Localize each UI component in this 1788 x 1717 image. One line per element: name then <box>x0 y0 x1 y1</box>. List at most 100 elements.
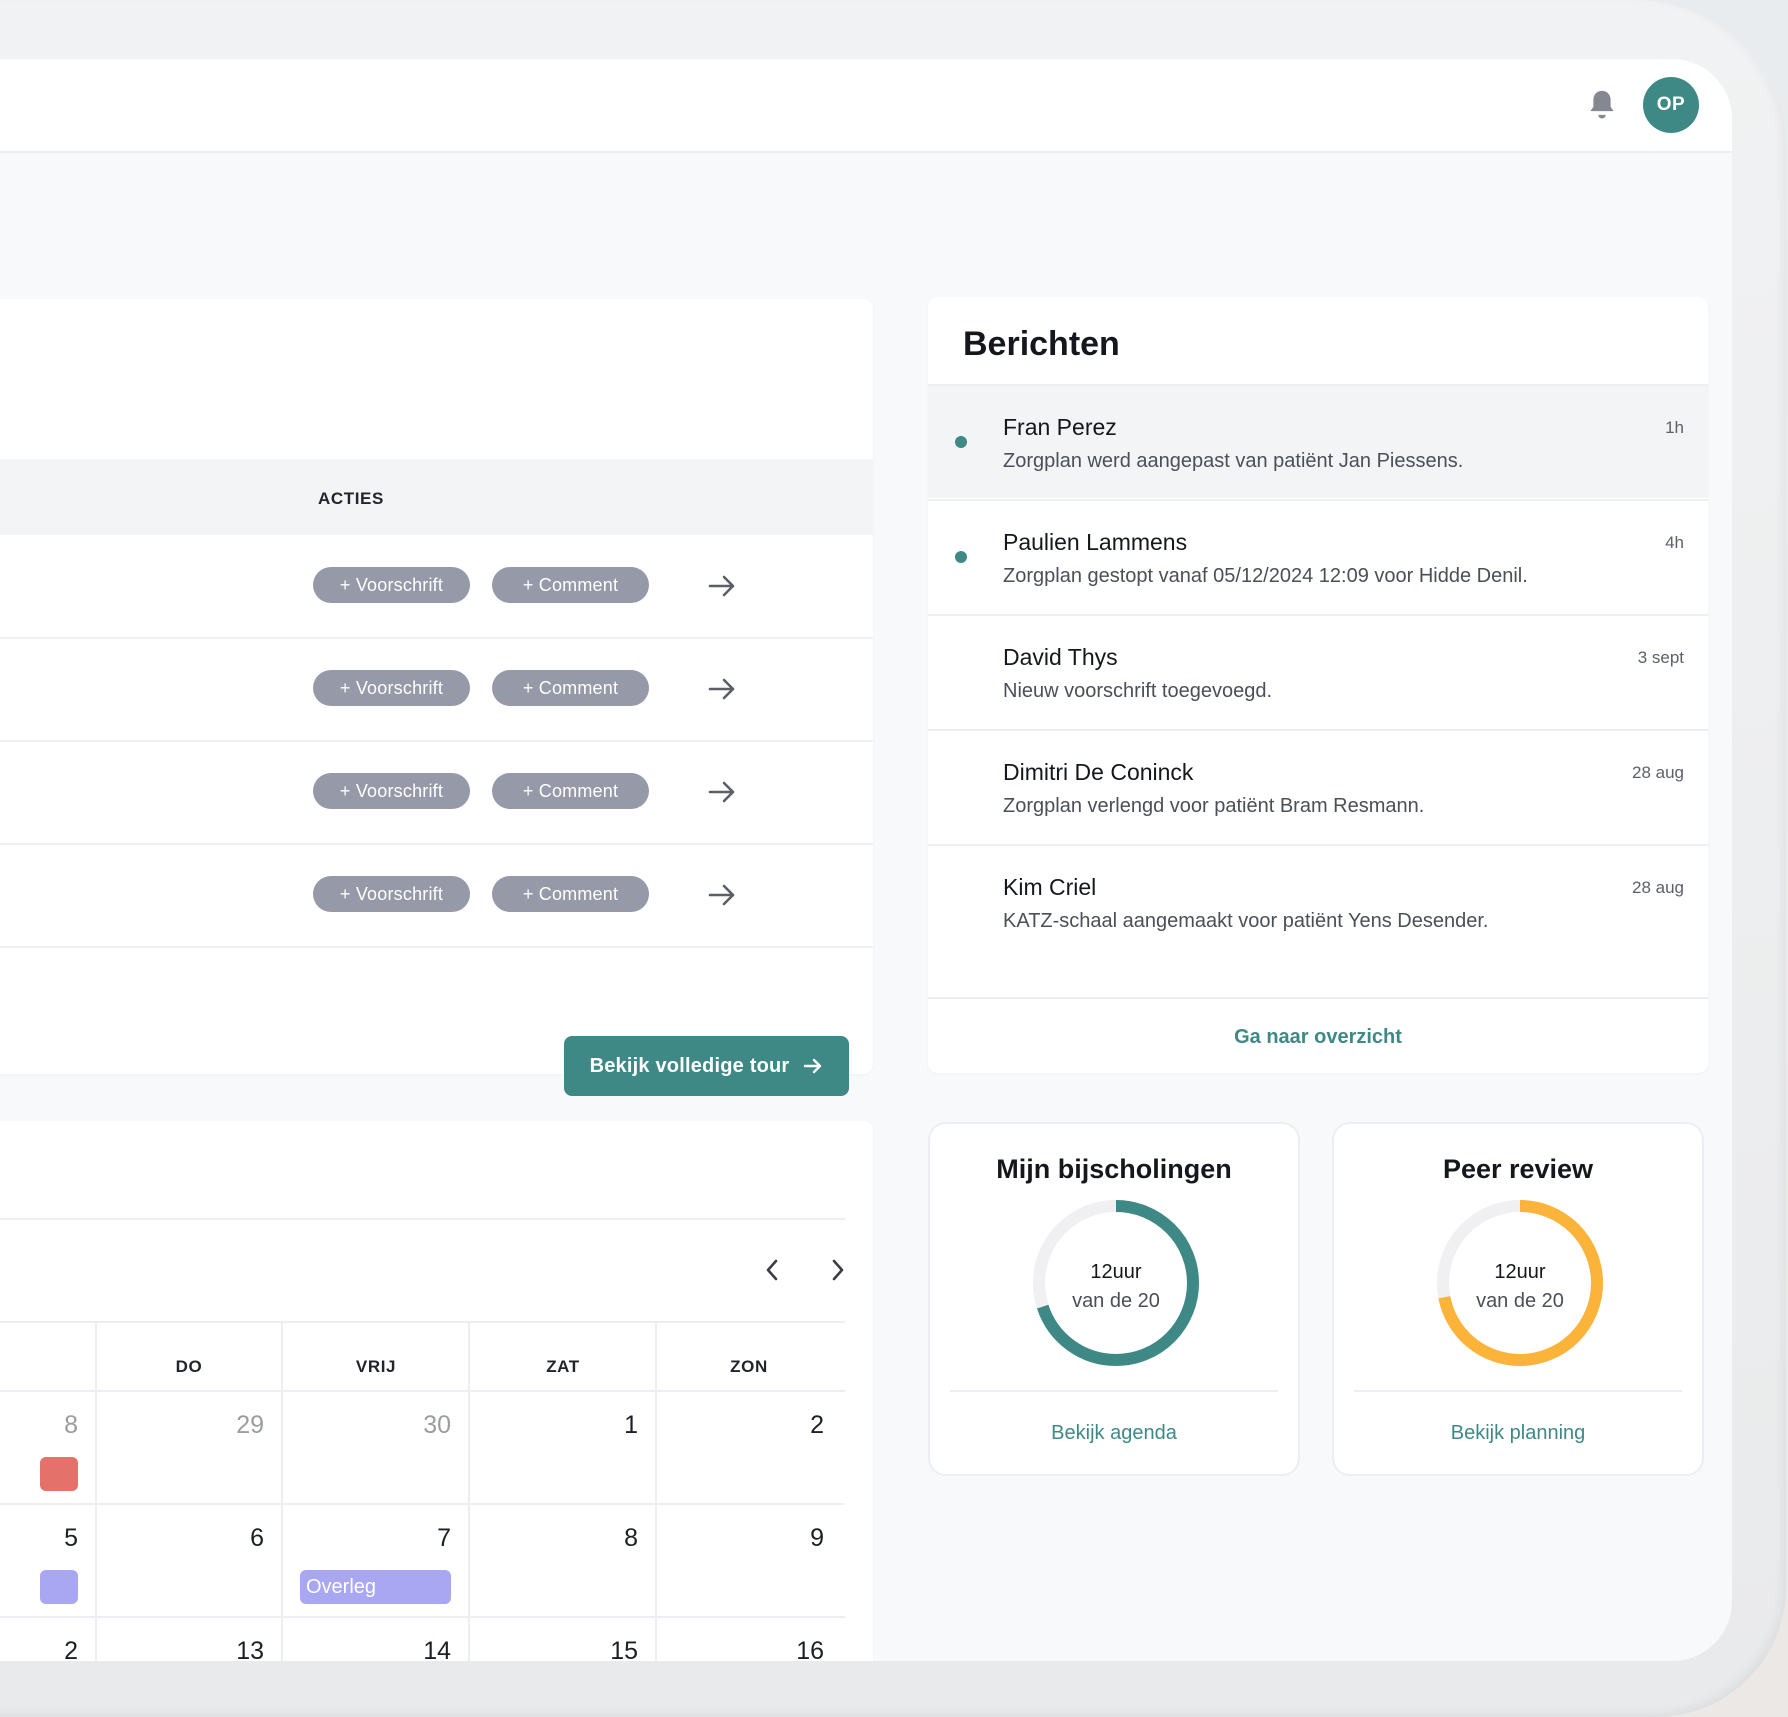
view-agenda-link[interactable]: Bekijk agenda <box>1051 1422 1177 1444</box>
bijscholingen-card: Mijn bijscholingen 12uur van de 20 Bekij… <box>928 1122 1300 1476</box>
message-time: 3 sept <box>1637 648 1684 667</box>
messages-title: Berichten <box>963 325 1120 363</box>
weekday-header: ZAT <box>546 1357 580 1376</box>
message-time: 1h <box>1665 418 1684 437</box>
message-sender: Paulien Lammens <box>1003 529 1188 555</box>
arrow-right-icon[interactable] <box>707 571 737 601</box>
message-text: Zorgplan werd aangepast van patiënt Jan … <box>1003 450 1464 472</box>
divider <box>0 1616 845 1618</box>
calendar-day[interactable]: 7 <box>437 1524 451 1552</box>
calendar-day[interactable]: 30 <box>423 1411 451 1439</box>
avatar[interactable]: OP <box>1643 77 1699 133</box>
calendar-day[interactable]: 8 <box>624 1524 638 1552</box>
weekday-header: DO <box>175 1357 203 1376</box>
messages-card: Berichten Fran Perez Zorgplan werd aange… <box>928 297 1708 1073</box>
peer-review-card: Peer review 12uur van de 20 Bekijk plann… <box>1332 1122 1704 1476</box>
calendar-day[interactable]: 15 <box>610 1637 638 1661</box>
bijscholingen-value: 12uur <box>1090 1261 1142 1283</box>
message-text: Zorgplan gestopt vanaf 05/12/2024 12:09 … <box>1003 565 1528 587</box>
view-full-tour-button[interactable]: Bekijk volledige tour <box>564 1036 849 1096</box>
peer-review-total: van de 20 <box>1476 1290 1564 1312</box>
top-bar: OP <box>0 59 1732 153</box>
bijscholingen-progress-ring <box>1033 1200 1199 1366</box>
add-voorschrift-button[interactable]: + Voorschrift <box>313 567 470 603</box>
calendar-day[interactable]: 2 <box>810 1411 824 1439</box>
divider <box>1354 1390 1682 1392</box>
bell-icon[interactable] <box>1587 89 1617 121</box>
message-text: Zorgplan verlengd voor patiënt Bram Resm… <box>1003 795 1425 817</box>
peer-review-value: 12uur <box>1494 1261 1546 1283</box>
acties-column-header: ACTIES <box>318 489 384 508</box>
message-item[interactable]: Fran Perez Zorgplan werd aangepast van p… <box>928 384 1708 498</box>
calendar-day[interactable]: 9 <box>810 1524 824 1552</box>
arrow-right-icon[interactable] <box>707 880 737 910</box>
unread-dot <box>955 551 967 563</box>
calendar-day[interactable]: 2 <box>64 1637 78 1661</box>
calendar-day[interactable]: 5 <box>64 1524 78 1552</box>
add-voorschrift-button[interactable]: + Voorschrift <box>313 773 470 809</box>
message-sender: Dimitri De Coninck <box>1003 759 1194 785</box>
calendar-day[interactable]: 29 <box>236 1411 264 1439</box>
chevron-left-icon[interactable] <box>762 1257 782 1283</box>
calendar-event[interactable] <box>40 1457 78 1491</box>
calendar-card: DO VRIJ ZAT ZON 8 29 30 1 2 5 6 7 8 9 Ov… <box>0 1121 873 1661</box>
peer-review-progress-ring <box>1437 1200 1603 1366</box>
divider <box>950 1390 1278 1392</box>
bijscholingen-title: Mijn bijscholingen <box>996 1154 1232 1184</box>
divider <box>468 1321 470 1661</box>
calendar-day[interactable]: 8 <box>64 1411 78 1439</box>
unread-dot <box>955 436 967 448</box>
divider <box>95 1321 97 1661</box>
calendar-day[interactable]: 1 <box>624 1411 638 1439</box>
table-row: + Voorschrift + Comment <box>0 844 873 948</box>
message-sender: Fran Perez <box>1003 414 1117 440</box>
go-to-overview-link[interactable]: Ga naar overzicht <box>928 997 1708 1075</box>
view-full-tour-label: Bekijk volledige tour <box>589 1054 790 1077</box>
divider <box>0 1321 845 1323</box>
add-comment-button[interactable]: + Comment <box>492 773 649 809</box>
message-sender: Kim Criel <box>1003 874 1097 900</box>
message-sender: David Thys <box>1003 644 1118 670</box>
calendar-day[interactable]: 16 <box>796 1637 824 1661</box>
message-text: KATZ-schaal aangemaakt voor patiënt Yens… <box>1003 910 1489 932</box>
message-time: 28 aug <box>1632 763 1684 782</box>
arrow-right-icon[interactable] <box>707 674 737 704</box>
divider <box>0 1503 845 1505</box>
add-voorschrift-button[interactable]: + Voorschrift <box>313 876 470 912</box>
calendar-event[interactable] <box>40 1570 78 1604</box>
message-item[interactable]: Dimitri De Coninck Zorgplan verlengd voo… <box>928 729 1708 843</box>
arrow-right-icon <box>804 1058 822 1074</box>
message-item[interactable]: Kim Criel KATZ-schaal aangemaakt voor pa… <box>928 844 1708 958</box>
message-time: 4h <box>1665 533 1684 552</box>
table-row: + Voorschrift + Comment <box>0 638 873 742</box>
divider <box>655 1321 657 1661</box>
calendar-day[interactable]: 6 <box>250 1524 264 1552</box>
calendar-event-overleg[interactable]: Overleg <box>300 1570 451 1604</box>
divider <box>281 1321 283 1661</box>
message-text: Nieuw voorschrift toegevoegd. <box>1003 680 1273 702</box>
table-header: ACTIES <box>0 459 873 535</box>
arrow-right-icon[interactable] <box>707 777 737 807</box>
divider <box>0 1218 845 1220</box>
peer-review-title: Peer review <box>1442 1154 1594 1184</box>
add-comment-button[interactable]: + Comment <box>492 876 649 912</box>
bijscholingen-ring-label: 12uur van de 20 <box>1031 1261 1201 1313</box>
add-voorschrift-button[interactable]: + Voorschrift <box>313 670 470 706</box>
message-time: 28 aug <box>1632 878 1684 897</box>
bijscholingen-total: van de 20 <box>1072 1290 1160 1312</box>
message-item[interactable]: Paulien Lammens Zorgplan gestopt vanaf 0… <box>928 499 1708 613</box>
peer-review-ring-label: 12uur van de 20 <box>1435 1261 1605 1313</box>
add-comment-button[interactable]: + Comment <box>492 567 649 603</box>
weekday-header: ZON <box>730 1357 768 1376</box>
divider <box>0 1390 845 1392</box>
calendar-day[interactable]: 14 <box>423 1637 451 1661</box>
table-row: + Voorschrift + Comment <box>0 741 873 845</box>
app-screen: OP ACTIES + Voorschrift + Comment + Voor… <box>0 59 1732 1661</box>
view-planning-link[interactable]: Bekijk planning <box>1450 1422 1586 1444</box>
add-comment-button[interactable]: + Comment <box>492 670 649 706</box>
calendar-day[interactable]: 13 <box>236 1637 264 1661</box>
table-row: + Voorschrift + Comment <box>0 535 873 639</box>
chevron-right-icon[interactable] <box>828 1257 848 1283</box>
tour-card: ACTIES + Voorschrift + Comment + Voorsch… <box>0 299 873 1096</box>
message-item[interactable]: David Thys Nieuw voorschrift toegevoegd.… <box>928 614 1708 728</box>
